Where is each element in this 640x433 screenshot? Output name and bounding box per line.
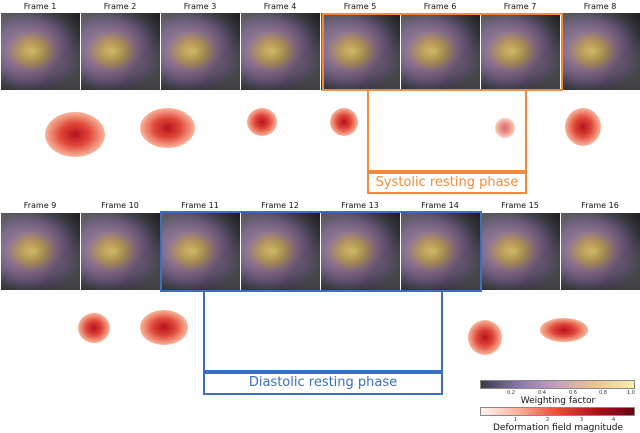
deformation-field-frame-4 <box>330 108 358 136</box>
deformation-field-frame-1 <box>45 112 105 157</box>
frame-image <box>401 13 480 90</box>
systolic-frames-box <box>322 13 563 91</box>
deformation-field-frame-2 <box>140 108 195 148</box>
frame-image <box>1 13 80 90</box>
frame-label: Frame 7 <box>503 2 537 11</box>
frame-image <box>161 213 240 290</box>
frame-label: Frame 15 <box>501 201 539 210</box>
frame-label: Frame 1 <box>23 2 57 11</box>
deformation-field-frame-8 <box>565 108 601 146</box>
diastolic-phase-label: Diastolic resting phase <box>203 372 443 395</box>
frame-label: Frame 5 <box>343 2 377 11</box>
frame-label: Frame 9 <box>23 201 57 210</box>
deformation-field-frame-3 <box>247 108 277 136</box>
diastolic-frames-box <box>160 211 482 292</box>
frame-image <box>241 213 320 290</box>
frame-image <box>81 213 160 290</box>
frame-label: Frame 13 <box>341 201 379 210</box>
tick: 0.2 <box>507 390 515 396</box>
tick: 4 <box>612 417 616 423</box>
systolic-fields-box <box>367 89 527 172</box>
tick: 2 <box>546 417 550 423</box>
frame-image <box>241 13 320 90</box>
frame-label: Frame 4 <box>263 2 297 11</box>
frame-label: Frame 10 <box>101 201 139 210</box>
frame-image <box>161 13 240 90</box>
frame-label: Frame 16 <box>581 201 619 210</box>
deformation-field-frame-9 <box>78 313 110 343</box>
weighting-factor-colorbar <box>480 380 635 389</box>
frame-image <box>561 13 640 90</box>
weighting-factor-title: Weighting factor <box>520 396 596 406</box>
frame-label: Frame 14 <box>421 201 459 210</box>
deformation-field-frame-16 <box>540 318 588 342</box>
frame-image <box>481 13 560 90</box>
diastolic-fields-box <box>203 290 443 372</box>
frame-label: Frame 6 <box>423 2 457 11</box>
deformation-field-frame-10 <box>140 310 188 345</box>
tick: 0.6 <box>569 390 577 396</box>
systolic-phase-label: Systolic resting phase <box>367 172 527 194</box>
deformation-colorbar <box>480 407 635 416</box>
frame-label: Frame 11 <box>181 201 219 210</box>
frame-image <box>561 213 640 290</box>
deformation-colorbar-title: Deformation field magnitude <box>492 423 624 433</box>
frame-image <box>401 213 480 290</box>
frame-image <box>321 13 400 90</box>
frame-image <box>321 213 400 290</box>
tick: 0.4 <box>538 390 546 396</box>
frame-label: Frame 2 <box>103 2 137 11</box>
tick: 1 <box>514 417 518 423</box>
frame-label: Frame 3 <box>183 2 217 11</box>
tick: 1.0 <box>627 390 635 396</box>
frame-image <box>481 213 560 290</box>
deformation-field-frame-15 <box>468 320 502 355</box>
deformation-field-frame-7 <box>495 118 515 138</box>
tick: 3 <box>580 417 584 423</box>
frame-label: Frame 12 <box>261 201 299 210</box>
tick: 0.8 <box>599 390 607 396</box>
frame-image <box>81 13 160 90</box>
frame-image <box>1 213 80 290</box>
frame-label: Frame 8 <box>583 2 617 11</box>
